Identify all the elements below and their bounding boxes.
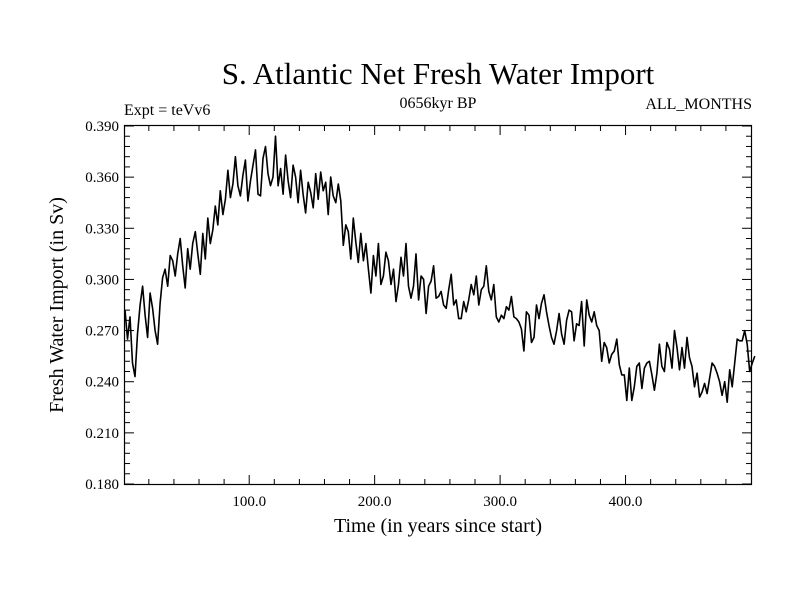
- x-tick-label: 300.0: [483, 494, 517, 510]
- x-tick-labels: 100.0 200.0 300.0 400.0: [232, 494, 642, 510]
- x-axis-label: Time (in years since start): [334, 515, 542, 537]
- y-tick-labels: 0.180 0.210 0.240 0.270 0.300 0.330 0.360 0.390: [85, 119, 119, 493]
- x-tick-label: 400.0: [609, 494, 643, 510]
- chart-title: S. Atlantic Net Fresh Water Import: [222, 56, 655, 91]
- x-tick-label: 200.0: [358, 494, 392, 510]
- plot-frame: [123, 124, 753, 486]
- y-tick-label: 0.360: [85, 170, 119, 186]
- axis-ticks: [125, 125, 751, 485]
- y-tick-label: 0.240: [85, 375, 119, 391]
- y-tick-label: 0.270: [85, 324, 119, 340]
- data-series-line: [124, 135, 756, 403]
- y-tick-label: 0.300: [85, 272, 119, 288]
- experiment-label: Expt = teVv6: [124, 102, 210, 119]
- y-tick-label: 0.330: [85, 221, 119, 237]
- y-tick-label: 0.180: [85, 477, 119, 493]
- y-tick-label: 0.210: [85, 426, 119, 442]
- x-tick-label: 100.0: [232, 494, 266, 510]
- months-label: ALL_MONTHS: [645, 96, 752, 113]
- period-label: 0656kyr BP: [400, 95, 477, 112]
- y-tick-label: 0.390: [85, 119, 119, 135]
- y-axis-label: Fresh Water Import (in Sv): [46, 197, 68, 413]
